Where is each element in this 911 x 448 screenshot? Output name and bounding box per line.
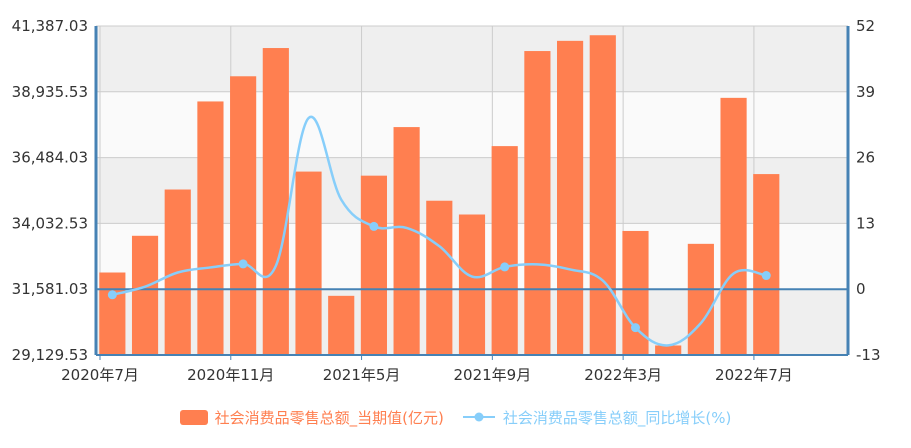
line-marker [761, 271, 771, 281]
x-tick-label: 2021年9月 [453, 366, 531, 384]
legend-item-bar[interactable]: 社会消费品零售总额_当期值(亿元) [179, 407, 444, 428]
line-marker [107, 290, 117, 300]
bar [197, 101, 224, 355]
left-tick-label: 38,935.53 [12, 83, 88, 101]
left-tick-label: 29,129.53 [12, 346, 88, 364]
left-tick-label: 41,387.03 [12, 17, 88, 35]
bar [589, 35, 616, 355]
bar [230, 76, 257, 356]
bar [687, 243, 714, 355]
line-marker [500, 262, 510, 272]
line-series [107, 115, 771, 347]
bar [753, 174, 780, 355]
left-tick-label: 31,581.03 [12, 280, 88, 298]
bar [557, 40, 584, 355]
right-tick-label: 0 [856, 280, 866, 298]
legend-line-label: 社会消费品零售总额_同比增长(%) [502, 408, 732, 427]
bar [360, 175, 387, 355]
left-tick-label: 36,484.03 [12, 149, 88, 167]
bar [524, 51, 551, 356]
left-tick-label: 34,032.53 [12, 214, 88, 232]
legend: 社会消费品零售总额_当期值(亿元) 社会消费品零售总额_同比增长(%) [0, 402, 911, 432]
line-marker [238, 259, 248, 269]
right-tick-label: 26 [856, 149, 875, 167]
x-axis-ticks: 2020年7月 2020年11月 2021年5月 2021年9月 2022年3月 2022… [61, 355, 793, 384]
bar-series [99, 35, 780, 356]
legend-bar-swatch [179, 409, 208, 425]
x-tick-label: 2022年7月 [715, 366, 793, 384]
bar [99, 272, 126, 355]
bar [328, 295, 355, 355]
x-tick-label: 2020年7月 [61, 366, 139, 384]
bar [393, 127, 420, 355]
bar [720, 97, 747, 355]
right-tick-label: 52 [856, 17, 875, 35]
bar [131, 235, 159, 355]
left-axis-ticks: 41,387.03 38,935.53 36,484.03 34,032.53 31,5… [12, 17, 88, 364]
bar [458, 214, 486, 355]
plot-band [96, 26, 848, 92]
legend-line-swatch [462, 412, 495, 422]
right-tick-label: 39 [856, 83, 875, 101]
legend-bar-label: 社会消费品零售总额_当期值(亿元) [214, 408, 444, 427]
axes [94, 26, 850, 356]
bar [426, 200, 453, 355]
line-path [112, 115, 767, 347]
bar [295, 171, 322, 355]
bar [262, 48, 289, 356]
bar [655, 345, 682, 355]
line-marker [630, 323, 640, 333]
x-tick-label: 2020年11月 [187, 366, 274, 384]
right-tick-label: -13 [856, 346, 881, 364]
line-marker [369, 221, 379, 231]
bar [491, 146, 518, 355]
legend-item-line[interactable]: 社会消费品零售总额_同比增长(%) [462, 407, 731, 428]
right-axis-ticks: 52 39 26 13 0 -13 [856, 17, 881, 364]
right-tick-label: 13 [856, 214, 875, 232]
x-tick-label: 2021年5月 [323, 366, 401, 384]
x-tick-label: 2022年3月 [584, 366, 662, 384]
